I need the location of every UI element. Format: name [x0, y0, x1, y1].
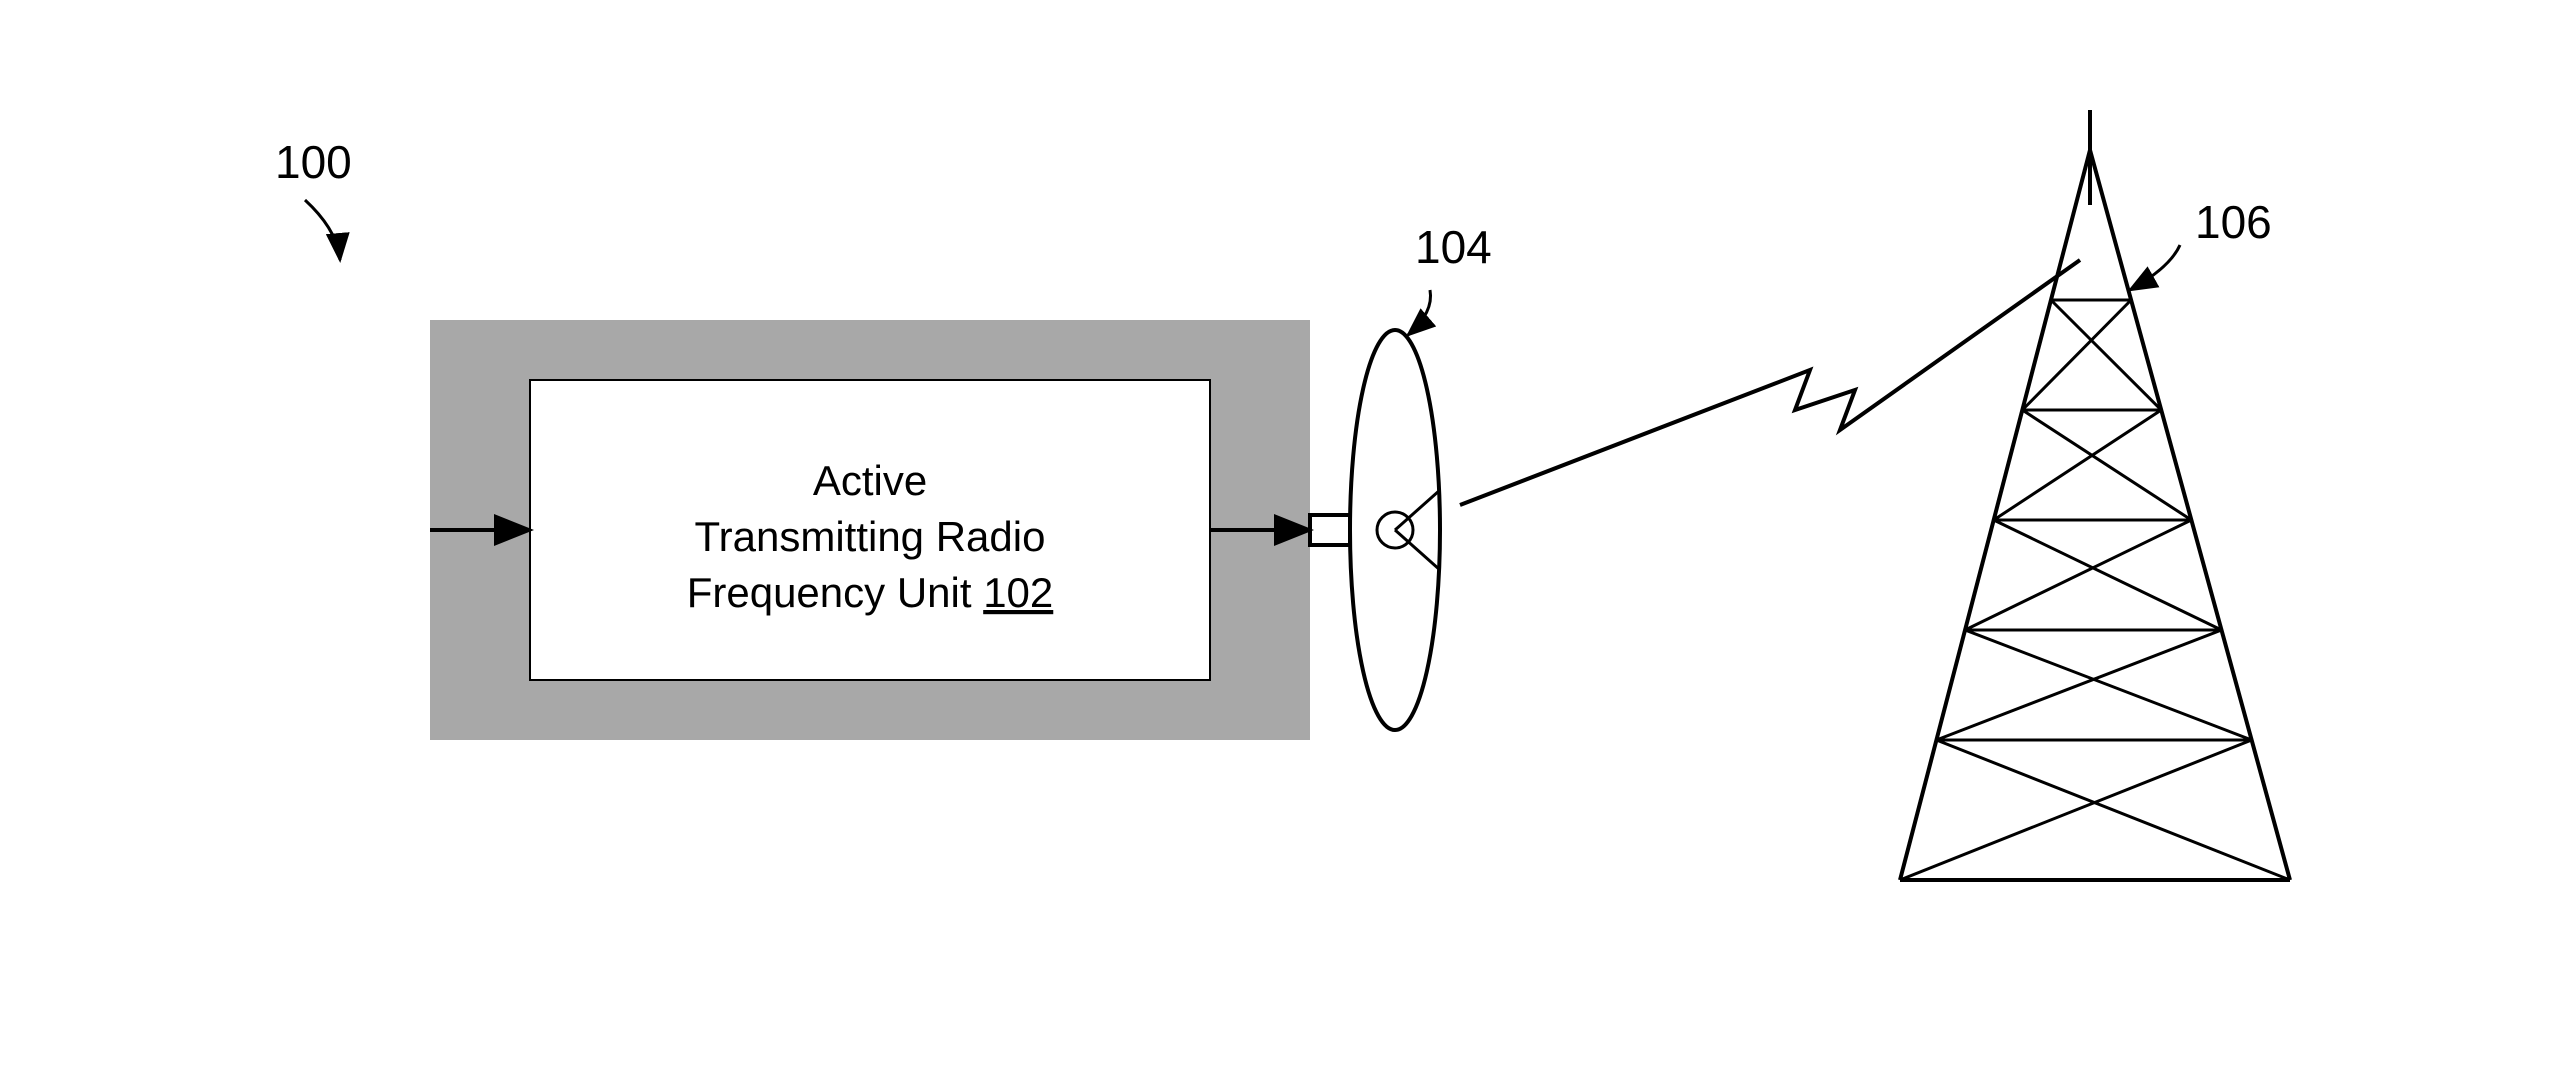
tower-brace [1965, 520, 2191, 630]
dish-prong [1395, 530, 1440, 570]
rf-unit-text-line1: Active [813, 457, 927, 504]
rf-unit-text-line2: Transmitting Radio [695, 513, 1046, 560]
tower-label-pointer [2130, 245, 2180, 290]
tower-brace [2090, 150, 2131, 300]
tower-label: 106 [2195, 195, 2272, 249]
signal-bolt-icon [1460, 260, 2080, 505]
figure-number-text: 100 [275, 136, 352, 188]
rf-unit-text-line3: Frequency Unit 102 [687, 569, 1054, 616]
tower-brace [1936, 740, 2290, 880]
tower-brace [1936, 630, 2221, 740]
diagram-svg: Active Transmitting Radio Frequency Unit 1… [0, 0, 2576, 1087]
figure-label-pointer [305, 200, 340, 260]
antenna-label: 104 [1415, 220, 1492, 274]
tower-brace [1900, 740, 2252, 880]
figure-number-label: 100 [275, 135, 352, 189]
antenna-label-pointer [1408, 290, 1431, 335]
dish-stem [1310, 515, 1350, 545]
dish-prong [1395, 490, 1440, 530]
tower-brace [2051, 150, 2090, 300]
tower-brace [1965, 630, 2252, 740]
tower-brace [1994, 520, 2222, 630]
antenna-label-text: 104 [1415, 221, 1492, 273]
tower-label-text: 106 [2195, 196, 2272, 248]
